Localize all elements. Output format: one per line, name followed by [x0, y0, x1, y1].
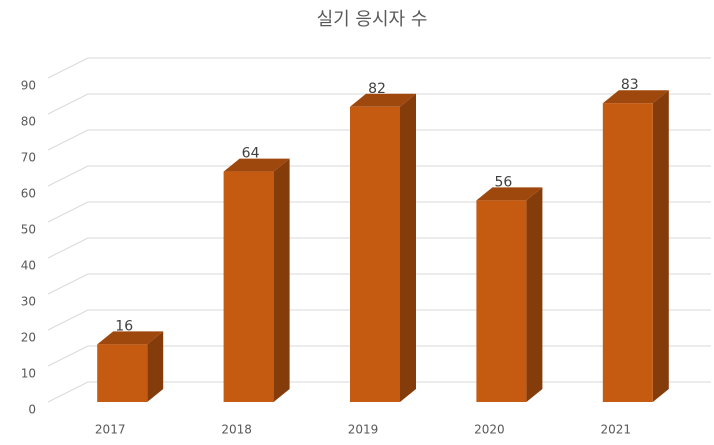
- y-tick-label: 20: [21, 331, 36, 345]
- value-label: 82: [368, 81, 386, 97]
- bar: [223, 171, 274, 402]
- bar: [97, 344, 148, 402]
- y-tick-label: 80: [21, 115, 36, 129]
- grid-line: [47, 57, 89, 79]
- y-tick-label: 30: [21, 295, 36, 309]
- y-tick-label: 10: [21, 367, 36, 381]
- bar-side: [652, 90, 669, 402]
- y-tick-label: 0: [28, 403, 36, 417]
- bar-top: [602, 90, 669, 104]
- y-tick-label: 60: [21, 187, 36, 201]
- x-tick-label: 2020: [474, 423, 505, 437]
- bar-side: [273, 158, 290, 402]
- y-tick-label: 90: [21, 79, 36, 93]
- value-label: 64: [242, 146, 260, 162]
- bar: [602, 103, 653, 402]
- chart-title: 실기 응시자 수: [317, 9, 428, 30]
- grid-line: [47, 129, 89, 151]
- bar-top: [97, 331, 164, 345]
- bar-top: [350, 93, 416, 107]
- y-tick-label: 40: [21, 259, 36, 273]
- grid-line: [47, 309, 89, 331]
- x-tick-label: 2018: [221, 423, 252, 437]
- grid-line: [47, 381, 89, 403]
- y-tick-label: 70: [21, 151, 36, 165]
- value-label: 83: [621, 77, 639, 93]
- grid-line: [47, 237, 89, 259]
- bar: [476, 200, 527, 402]
- x-tick-label: 2019: [348, 423, 379, 437]
- bar-top: [476, 187, 543, 201]
- bar-top: [223, 158, 290, 172]
- bar-side: [400, 93, 416, 403]
- grid-line: [47, 273, 89, 295]
- grid-line: [47, 165, 89, 187]
- grid-line: [47, 201, 89, 223]
- grid-line: [47, 93, 89, 115]
- value-label: 56: [494, 174, 512, 190]
- bar: [350, 106, 400, 403]
- y-tick-label: 50: [21, 223, 36, 237]
- bar-side: [526, 187, 543, 402]
- bar-side: [147, 331, 164, 402]
- x-tick-label: 2017: [95, 423, 126, 437]
- grid-line: [47, 345, 89, 367]
- value-label: 16: [115, 318, 133, 334]
- x-tick-label: 2021: [601, 423, 632, 437]
